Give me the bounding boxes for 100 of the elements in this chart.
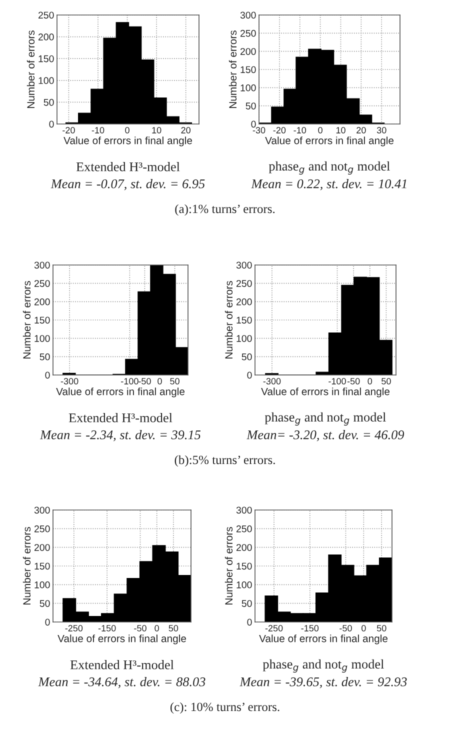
x-tick-label: 0 (154, 625, 159, 632)
x-tick-label: 0 (125, 127, 130, 134)
y-tick-label: 250 (38, 12, 54, 19)
y-tick-label: 0 (247, 372, 252, 379)
x-tick-label: -50 (138, 378, 151, 384)
x-tick-label: -20 (273, 127, 286, 134)
y-tick-label: 100 (34, 335, 50, 342)
y-tick-label: 100 (38, 77, 54, 84)
y-tick-label: 200 (236, 544, 252, 551)
y-tick-label: 250 (34, 525, 50, 532)
text: Mean= -3.20, st. dev. = 46.09 (246, 430, 404, 442)
y-tick-label: 300 (236, 262, 252, 269)
x-tick-label: 30 (376, 127, 386, 134)
x-tick-label: -100 (121, 378, 138, 384)
x-tick-label: -50 (340, 625, 352, 632)
y-tick-label: 100 (236, 335, 252, 342)
y-tick-label: 150 (38, 55, 54, 62)
y-axis-title: Number of errors (224, 527, 233, 605)
x-tick-label: 50 (382, 378, 391, 384)
x-tick-label: -30 (252, 127, 266, 134)
x-axis-title: Value of errors in final angle (259, 634, 388, 644)
x-tick-label: 0 (158, 378, 162, 384)
text: (b):5% turns’ errors. (174, 455, 275, 467)
x-tick-label: -250 (265, 625, 283, 632)
y-tick-label: 100 (236, 581, 252, 588)
y-tick-label: 0 (45, 618, 50, 626)
x-tick-label: -150 (98, 625, 116, 632)
y-tick-label: 300 (240, 12, 256, 19)
y-axis-title: Number of errors (228, 30, 237, 108)
text: (c): 10% turns’ errors. (170, 702, 280, 714)
x-tick-label: 10 (152, 127, 162, 134)
y-tick-label: 250 (240, 30, 256, 37)
text: Extended H³-model (68, 413, 172, 422)
y-tick-label: 200 (34, 298, 50, 306)
y-axis-title: Number of errors (22, 281, 31, 359)
y-tick-label: 200 (34, 544, 50, 551)
x-tick-label: 0 (368, 378, 372, 384)
x-tick-label: -250 (65, 625, 83, 632)
x-tick-label: -10 (92, 127, 104, 134)
y-tick-label: 300 (236, 506, 252, 514)
y-tick-label: 50 (40, 600, 50, 607)
x-axis-title: Value of errors in final angle (64, 136, 192, 146)
x-axis-title: Value of errors in final angle (58, 634, 186, 644)
y-tick-label: 50 (242, 600, 252, 607)
y-tick-label: 200 (236, 298, 252, 306)
x-tick-label: 50 (168, 625, 178, 632)
x-tick-label: 20 (181, 127, 190, 134)
text: phase$_{g}$ and not$_{g}$ model (262, 659, 384, 673)
y-tick-label: 0 (49, 120, 54, 128)
x-tick-label: 10 (336, 127, 346, 134)
y-tick-label: 100 (240, 84, 256, 92)
x-tick-label: -300 (263, 378, 281, 384)
y-axis-title: Number of errors (26, 30, 35, 108)
y-tick-label: 150 (240, 66, 256, 74)
y-tick-label: 150 (34, 562, 50, 570)
y-tick-label: 200 (240, 48, 256, 55)
x-tick-label: -300 (60, 378, 78, 384)
y-tick-label: 250 (236, 280, 252, 287)
x-axis-title: Value of errors in final angle (261, 388, 390, 398)
x-axis-title: Value of errors in final angle (265, 136, 394, 146)
x-tick-label: -100 (328, 378, 346, 384)
y-tick-label: 50 (242, 353, 252, 360)
y-tick-label: 300 (34, 262, 50, 269)
y-tick-label: 0 (247, 618, 252, 626)
y-tick-label: 50 (44, 98, 54, 106)
y-tick-label: 150 (236, 316, 252, 324)
x-tick-label: 50 (376, 625, 386, 632)
y-tick-label: 200 (38, 34, 54, 40)
text: phase$_{g}$ and not$_{g}$ model (264, 412, 386, 426)
x-tick-label: -50 (134, 625, 146, 632)
text: Mean = -34.64, st. dev. = 88.03 (38, 677, 206, 688)
x-tick-label: -20 (62, 127, 75, 134)
y-tick-label: 300 (34, 506, 50, 514)
text: Mean = -39.65, st. dev. = 92.93 (240, 677, 407, 688)
y-tick-label: 50 (246, 102, 256, 110)
text: phase$_{g}$ and not$_{g}$ model (268, 161, 390, 175)
y-tick-label: 250 (34, 280, 50, 287)
text: Extended H³-model (76, 162, 180, 172)
y-tick-label: 100 (34, 581, 50, 588)
y-tick-label: 150 (236, 562, 252, 570)
x-tick-label: 0 (362, 625, 366, 632)
y-tick-label: 0 (45, 372, 50, 379)
text: (a):1% turns’ errors. (175, 204, 275, 216)
text: Mean = 0.22, st. dev. = 10.41 (251, 179, 406, 190)
text: Extended H³-model (70, 660, 174, 670)
x-tick-label: 20 (356, 127, 366, 134)
text: Mean = -0.07, st. dev. = 6.95 (50, 179, 205, 190)
x-tick-label: 50 (170, 378, 180, 384)
x-tick-label: -50 (347, 378, 360, 384)
y-tick-label: 250 (236, 525, 252, 532)
x-axis-title: Value of errors in final angle (56, 388, 185, 398)
y-axis-title: Number of errors (224, 281, 233, 359)
y-tick-label: 150 (34, 316, 50, 324)
x-tick-label: -150 (301, 625, 319, 632)
text: Mean = -2.34, st. dev. = 39.15 (40, 430, 201, 442)
x-tick-label: 0 (318, 127, 322, 134)
y-tick-label: 50 (40, 353, 50, 360)
y-axis-title: Number of errors (22, 527, 31, 605)
x-tick-label: -10 (294, 127, 306, 134)
y-tick-label: 0 (251, 120, 256, 128)
